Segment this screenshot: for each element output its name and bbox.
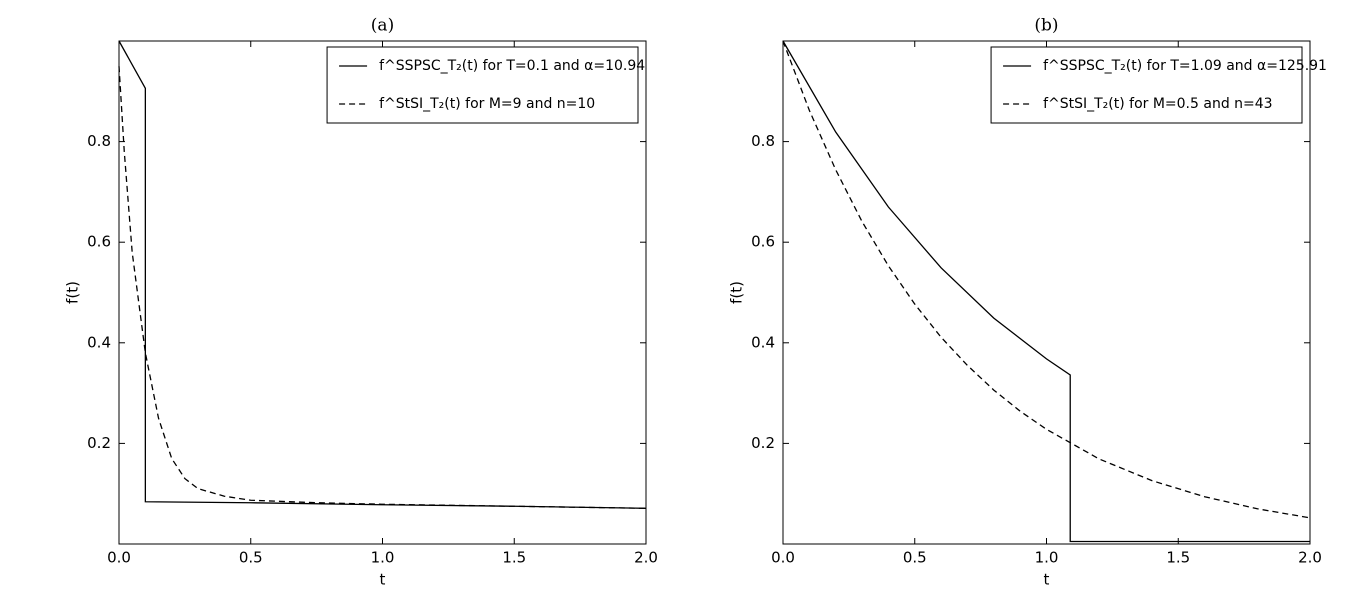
data-line [782, 40, 1311, 519]
axes-frame [118, 40, 647, 545]
x-axis-label: t [380, 571, 386, 589]
x-tick-label: 1.5 [1166, 549, 1190, 567]
x-tick-label: 1.0 [371, 549, 395, 567]
y-tick-label: 0.8 [751, 132, 775, 150]
x-tick-label: 0.0 [771, 549, 795, 567]
legend-entry: f^SSPSC_T₂(t) for T=0.1 and α=10.94 [379, 58, 645, 74]
legend-box [990, 46, 1303, 124]
data-line [782, 40, 1310, 543]
legend-box [326, 46, 639, 124]
y-tick-label: 0.6 [87, 233, 111, 251]
y-tick-label: 0.6 [751, 233, 775, 251]
y-axis-label: f(t) [728, 281, 746, 304]
y-tick-label: 0.4 [87, 333, 111, 351]
legend-entry: f^StSI_T₂(t) for M=0.5 and n=43 [1043, 96, 1273, 112]
x-tick-label: 0.5 [239, 549, 263, 567]
legend-entry: f^StSI_T₂(t) for M=9 and n=10 [379, 96, 595, 112]
y-tick-label: 0.2 [751, 434, 775, 452]
x-tick-label: 0.0 [107, 549, 131, 567]
data-line [118, 66, 647, 509]
y-axis-label: f(t) [64, 281, 82, 304]
x-tick-label: 2.0 [634, 549, 658, 567]
legend-entry: f^SSPSC_T₂(t) for T=1.09 and α=125.91 [1043, 58, 1327, 74]
y-tick-label: 0.4 [751, 333, 775, 351]
x-tick-label: 1.0 [1035, 549, 1059, 567]
x-axis-label: t [1044, 571, 1050, 589]
chart-title: (b) [1034, 16, 1058, 36]
x-tick-label: 0.5 [903, 549, 927, 567]
y-tick-label: 0.2 [87, 434, 111, 452]
x-tick-label: 2.0 [1298, 549, 1322, 567]
chart-title: (a) [371, 16, 394, 36]
x-tick-label: 1.5 [502, 549, 526, 567]
y-tick-label: 0.8 [87, 132, 111, 150]
axes-frame [782, 40, 1311, 545]
